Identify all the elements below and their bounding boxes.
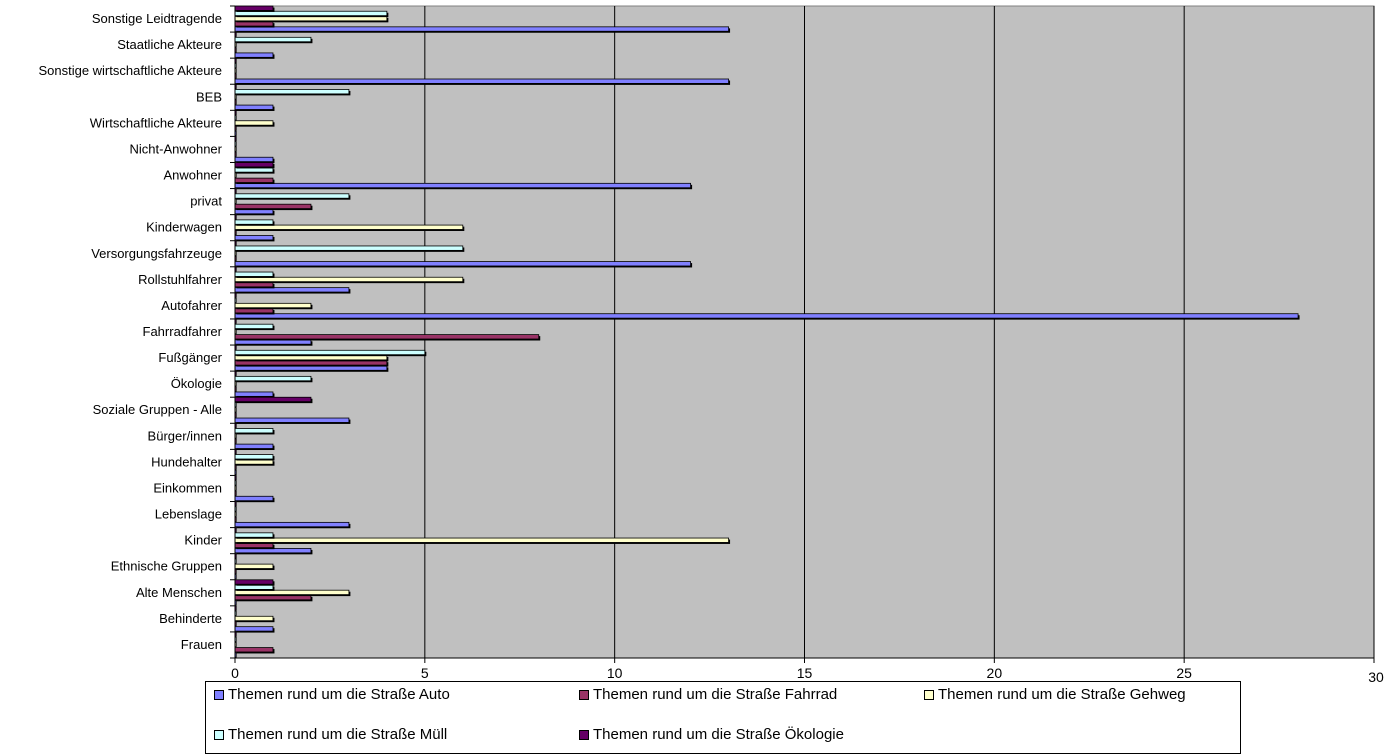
- bar: [234, 26, 729, 32]
- bar: [234, 626, 274, 632]
- bar: [234, 391, 274, 397]
- category-label: Rollstuhlfahrer: [138, 272, 222, 287]
- category-label: Sonstige wirtschaftliche Akteure: [38, 63, 222, 78]
- legend-label: Themen rund um die Straße Müll: [228, 726, 448, 743]
- bar: [234, 271, 274, 277]
- category-label: Soziale Gruppen - Alle: [93, 402, 222, 417]
- category-label: Fahrradfahrer: [143, 324, 223, 339]
- bar: [234, 203, 312, 209]
- bar: [234, 428, 274, 434]
- bar: [234, 89, 350, 95]
- legend-swatch: [924, 689, 934, 700]
- category-label: Bürger/innen: [148, 428, 222, 443]
- bar: [234, 532, 274, 538]
- legend-label: Themen rund um die Straße Fahrrad: [593, 686, 838, 703]
- bar: [234, 162, 274, 168]
- bar: [234, 219, 274, 225]
- category-label: Versorgungsfahrzeuge: [91, 246, 222, 261]
- legend: Themen rund um die Straße Auto Themen run…: [205, 681, 1241, 754]
- bars-group: [234, 5, 1300, 658]
- legend-swatch: [579, 689, 589, 700]
- bar: [234, 313, 1299, 319]
- legend-item: Themen rund um die Straße Ökologie: [579, 726, 844, 743]
- legend-label: Themen rund um die Straße Auto: [228, 686, 450, 703]
- category-label: Staatliche Akteure: [117, 37, 222, 52]
- category-label: Anwohner: [163, 168, 222, 183]
- x-tick-label: 15: [797, 665, 813, 681]
- bar: [234, 375, 312, 382]
- bar: [234, 36, 312, 43]
- legend-item: Themen rund um die Straße Fahrrad: [579, 686, 837, 703]
- category-label: Frauen: [181, 637, 222, 652]
- category-label: Kinder: [184, 533, 222, 548]
- bar: [234, 177, 274, 183]
- bar: [234, 52, 274, 58]
- bar: [234, 182, 692, 189]
- legend-swatch: [214, 689, 224, 700]
- bar: [234, 454, 274, 460]
- bar: [234, 261, 692, 267]
- bar: [234, 443, 274, 449]
- legend-label: Themen rund um die Straße Gehweg: [938, 686, 1186, 703]
- bar: [234, 521, 350, 528]
- category-label: Ökologie: [171, 376, 222, 391]
- category-label: Lebenslage: [155, 507, 222, 522]
- x-tick-label: 10: [607, 665, 623, 681]
- category-label: Nicht-Anwohner: [130, 141, 223, 156]
- bar: [234, 417, 350, 423]
- x-tick-label: 5: [421, 665, 429, 681]
- category-label: Behinderte: [159, 611, 222, 626]
- x-tick-label: 20: [987, 665, 1003, 681]
- legend-item: Themen rund um die Straße Müll: [214, 726, 447, 743]
- bar: [234, 334, 540, 340]
- bar: [234, 120, 274, 126]
- bar: [234, 647, 274, 653]
- bar: [234, 396, 312, 403]
- legend-item: Themen rund um die Straße Gehweg: [924, 686, 1186, 703]
- legend-item: Themen rund um die Straße Auto: [214, 686, 450, 703]
- category-label: Sonstige Leidtragende: [92, 11, 222, 26]
- category-label: Kinderwagen: [146, 220, 222, 235]
- bar: [234, 193, 350, 199]
- category-label: Autofahrer: [161, 298, 222, 313]
- bar: [234, 78, 729, 84]
- category-label: Hundehalter: [151, 454, 222, 469]
- x-tick-label: 30: [1368, 669, 1384, 685]
- legend-swatch: [214, 729, 224, 740]
- bar: [234, 104, 274, 110]
- x-tick-label: 25: [1176, 665, 1192, 681]
- bar: [234, 245, 464, 251]
- bar: [234, 537, 729, 543]
- bar: [234, 349, 426, 356]
- category-label: Ethnische Gruppen: [111, 559, 222, 574]
- bar: [234, 579, 274, 585]
- category-label: privat: [190, 194, 222, 209]
- bar: [234, 235, 274, 241]
- legend-swatch: [579, 729, 589, 740]
- bar: [234, 302, 312, 309]
- category-label: Fußgänger: [158, 350, 222, 365]
- category-label: BEB: [196, 89, 222, 104]
- category-label: Einkommen: [153, 480, 222, 495]
- bar: [234, 563, 274, 569]
- category-label: Wirtschaftliche Akteure: [90, 115, 222, 130]
- bar: [234, 615, 274, 622]
- bar: [234, 156, 274, 163]
- bar: [234, 495, 274, 502]
- legend-label: Themen rund um die Straße Ökologie: [593, 726, 844, 743]
- bar: [234, 5, 274, 11]
- bar: [234, 323, 274, 330]
- category-label: Alte Menschen: [136, 585, 222, 600]
- x-tick-label: 0: [231, 665, 239, 681]
